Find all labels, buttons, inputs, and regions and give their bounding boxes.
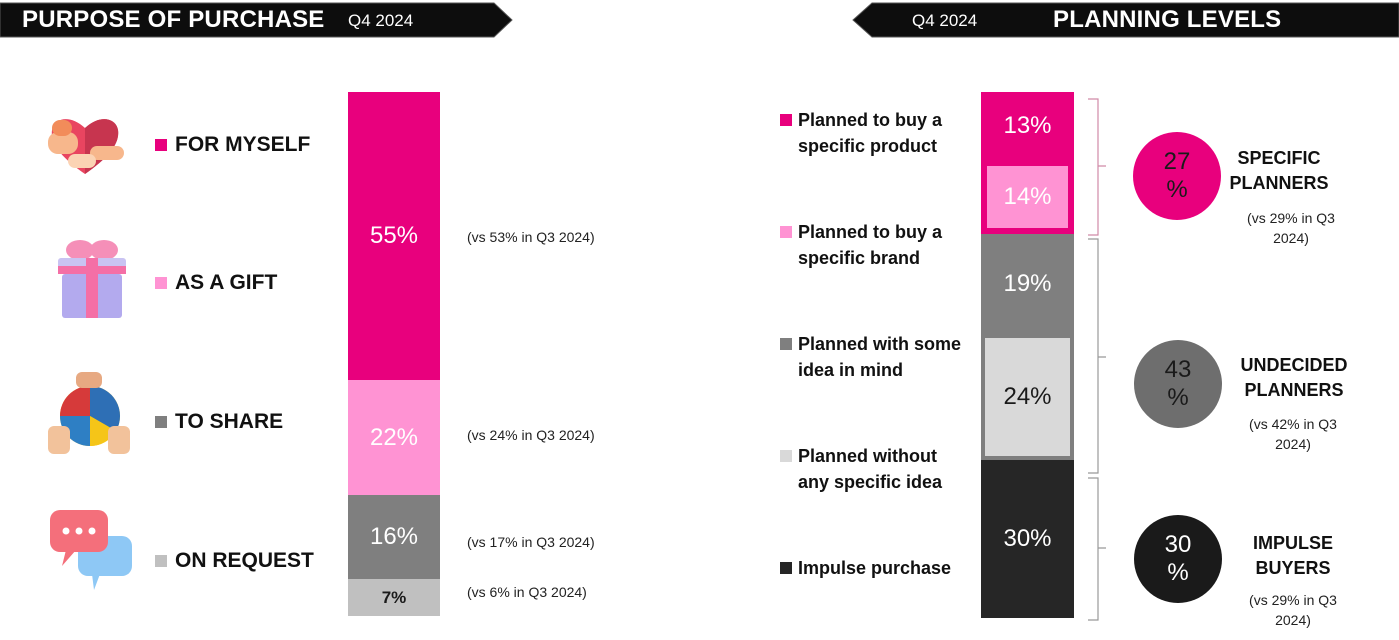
purpose-banner: PURPOSE OF PURCHASE Q4 2024	[0, 2, 516, 38]
bar-segment-planned-without-any-specific-idea: 24%	[981, 333, 1074, 461]
legend-swatch	[780, 338, 792, 350]
legend-item-some-idea: Planned with some idea in mind	[780, 334, 970, 383]
heart-hug-icon	[42, 102, 128, 188]
impulse-buyers-value: 30 %	[1164, 531, 1192, 586]
impulse-buyers-comparison: (vs 29% in Q3 2024)	[1249, 592, 1337, 628]
bar-segment-on-request: 7%	[348, 579, 440, 616]
specific-planners-value: 27 %	[1163, 148, 1191, 203]
legend-swatch	[780, 226, 792, 238]
legend-item-specific-brand: Planned to buy a specific brand	[780, 222, 970, 271]
legend-label: TO SHARE	[175, 410, 284, 433]
purpose-period: Q4 2024	[348, 11, 414, 30]
comparison-to-share: (vs 17% in Q3 2024)	[467, 534, 595, 550]
impulse-buyers-name: IMPULSE BUYERS	[1252, 533, 1333, 578]
planning-title: PLANNING LEVELS	[1053, 6, 1282, 33]
bar-value-label: 19%	[1003, 269, 1052, 297]
legend-swatch	[155, 277, 167, 289]
comparison-for-myself: (vs 53% in Q3 2024)	[467, 229, 595, 245]
legend-item-on-request: ON REQUEST	[155, 549, 314, 573]
bar-value-label: 7%	[381, 587, 407, 607]
planning-banner: Q4 2024 PLANNING LEVELS	[850, 2, 1399, 38]
legend-label: ON REQUEST	[175, 549, 314, 572]
specific-planners-name: SPECIFIC PLANNERS	[1229, 148, 1329, 193]
undecided-planners-value: 43 %	[1164, 356, 1192, 411]
specific-planners-comparison: (vs 29% in Q3 2024)	[1247, 210, 1335, 246]
bar-value-label: 22%	[369, 423, 419, 451]
legend-label: Planned with some idea in mind	[798, 334, 962, 380]
undecided-planners-comparison: (vs 42% in Q3 2024)	[1249, 416, 1337, 452]
bar-segment-to-share: 16%	[348, 495, 440, 580]
legend-item-no-specific-idea: Planned without any specific idea	[780, 446, 970, 495]
legend-label: Planned to buy a specific brand	[798, 222, 943, 268]
planning-period: Q4 2024	[912, 11, 978, 30]
specific-planners-circle: 27 %	[1133, 132, 1221, 220]
bar-segment-as-a-gift: 22%	[348, 380, 440, 496]
group-brackets	[1088, 98, 1106, 621]
shared-pie-icon	[46, 370, 132, 456]
legend-item-to-share: TO SHARE	[155, 410, 283, 434]
gift-box-icon	[54, 236, 140, 322]
bar-value-label: 16%	[369, 523, 419, 551]
legend-item-impulse: Impulse purchase	[780, 558, 970, 581]
legend-label: AS A GIFT	[175, 271, 278, 294]
comparison-on-request: (vs 6% in Q3 2024)	[467, 584, 587, 600]
legend-swatch	[780, 450, 792, 462]
bracket-undecided	[1088, 238, 1106, 474]
bar-segment-for-myself: 55%	[348, 92, 440, 381]
bar-segment-planned-to-buy-a-specific-product: 13%	[981, 92, 1074, 161]
bar-value-label: 55%	[369, 222, 419, 250]
bar-segment-planned-with-some-idea-in-mind: 19%	[981, 234, 1074, 334]
legend-item-as-a-gift: AS A GIFT	[155, 271, 277, 295]
bar-segment-impulse-purchase: 30%	[981, 460, 1074, 618]
legend-swatch	[155, 555, 167, 567]
legend-label: Planned without any specific idea	[798, 446, 943, 492]
purpose-title: PURPOSE OF PURCHASE	[22, 6, 325, 33]
undecided-planners-circle: 43 %	[1134, 340, 1222, 428]
legend-label: FOR MYSELF	[175, 133, 311, 156]
legend-label: Impulse purchase	[798, 558, 952, 578]
impulse-buyers-circle: 30 %	[1134, 515, 1222, 603]
bar-value-label: 30%	[1003, 525, 1052, 553]
legend-swatch	[155, 416, 167, 428]
legend-item-for-myself: FOR MYSELF	[155, 133, 310, 157]
chat-bubbles-icon	[48, 506, 134, 592]
banner-shape	[0, 2, 513, 38]
bar-value-label: 13%	[1003, 112, 1052, 140]
bar-value-label: 14%	[1003, 183, 1052, 211]
legend-label: Planned to buy a specific product	[798, 110, 943, 156]
banner-shape	[852, 2, 1399, 38]
bar-segment-planned-to-buy-a-specific-brand: 14%	[981, 160, 1074, 234]
legend-swatch	[155, 139, 167, 151]
legend-swatch	[780, 114, 792, 126]
legend-item-specific-product: Planned to buy a specific product	[780, 110, 970, 159]
bar-value-label: 24%	[1003, 383, 1052, 411]
undecided-planners-name: UNDECIDED PLANNERS	[1240, 355, 1348, 400]
bracket-impulse	[1088, 477, 1106, 621]
comparison-as-a-gift: (vs 24% in Q3 2024)	[467, 427, 595, 443]
bracket-specific	[1088, 98, 1106, 236]
legend-swatch	[780, 562, 792, 574]
